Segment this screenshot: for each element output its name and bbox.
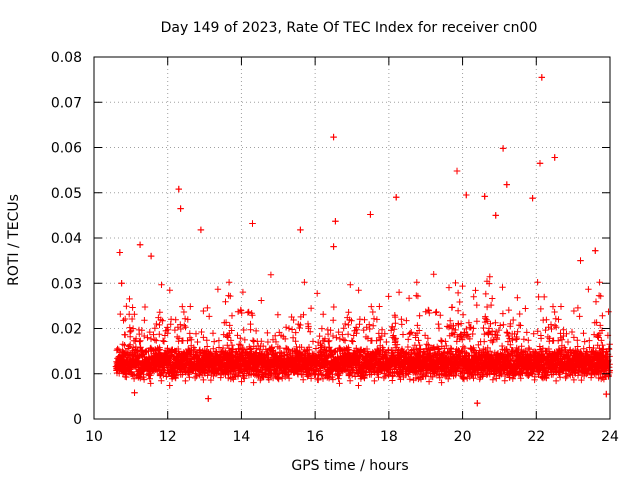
y-tick-label: 0.07 (51, 95, 82, 111)
y-tick-label: 0.06 (51, 141, 82, 157)
roti-outlier-point (297, 226, 304, 234)
grid-lines (94, 57, 610, 419)
x-tick-label: 24 (601, 429, 619, 445)
x-tick-label: 14 (233, 429, 251, 445)
y-tick-label: 0.08 (51, 50, 82, 66)
roti-outlier-point (147, 252, 155, 260)
roti-outlier-point (393, 194, 400, 201)
roti-outlier-point (538, 74, 546, 81)
roti-outlier-point (116, 249, 123, 256)
roti-outlier-point (503, 181, 510, 188)
roti-point-markers (112, 74, 613, 407)
x-tick-label: 16 (306, 429, 324, 445)
y-tick-label: 0.05 (51, 186, 82, 202)
roti-outlier-point (603, 390, 610, 398)
roti-outlier-point (592, 247, 599, 254)
roti-outlier-point (249, 220, 256, 227)
x-tick-label: 18 (380, 429, 398, 445)
roti-outlier-point (175, 185, 182, 193)
chart-title: Day 149 of 2023, Rate Of TEC Index for r… (161, 20, 538, 36)
x-axis-label: GPS time / hours (291, 458, 408, 474)
axis-ticks: 0 0.01 0.02 0.03 0.04 0.05 0.06 0.07 0.08 10 12 14 1… (51, 50, 619, 445)
roti-outlier-point (205, 395, 212, 402)
roti-outlier-point (463, 191, 470, 199)
y-tick-label: 0.03 (51, 276, 82, 292)
x-tick-label: 10 (85, 429, 103, 445)
roti-outlier-point (197, 226, 205, 234)
roti-outlier-point (499, 145, 507, 152)
roti-outlier-point (118, 280, 125, 287)
roti-outlier-point (577, 257, 584, 264)
roti-outlier-point (551, 154, 558, 161)
roti-outlier-point (136, 241, 144, 248)
x-tick-label: 20 (454, 429, 472, 445)
roti-outlier-point (330, 133, 337, 141)
y-tick-label: 0.02 (51, 322, 82, 338)
x-tick-label: 22 (527, 429, 545, 445)
y-tick-label: 0.04 (51, 231, 82, 247)
roti-outlier-point (474, 399, 481, 407)
roti-outlier-point (177, 205, 184, 212)
y-tick-label: 0 (73, 412, 82, 428)
roti-outlier-point (330, 243, 337, 250)
y-tick-label: 0.01 (51, 367, 82, 383)
roti-outlier-point (453, 167, 461, 175)
roti-outlier-point (529, 194, 536, 202)
data-points (112, 74, 613, 407)
roti-outlier-point (536, 160, 544, 167)
roti-outlier-point (492, 212, 499, 219)
y-axis-label: ROTI / TECUs (6, 194, 22, 286)
roti-outlier-point (332, 218, 339, 225)
x-tick-label: 12 (159, 429, 177, 445)
roti-outlier-point (131, 389, 138, 396)
roti-outlier-point (481, 193, 488, 200)
roti-outlier-point (367, 211, 374, 218)
